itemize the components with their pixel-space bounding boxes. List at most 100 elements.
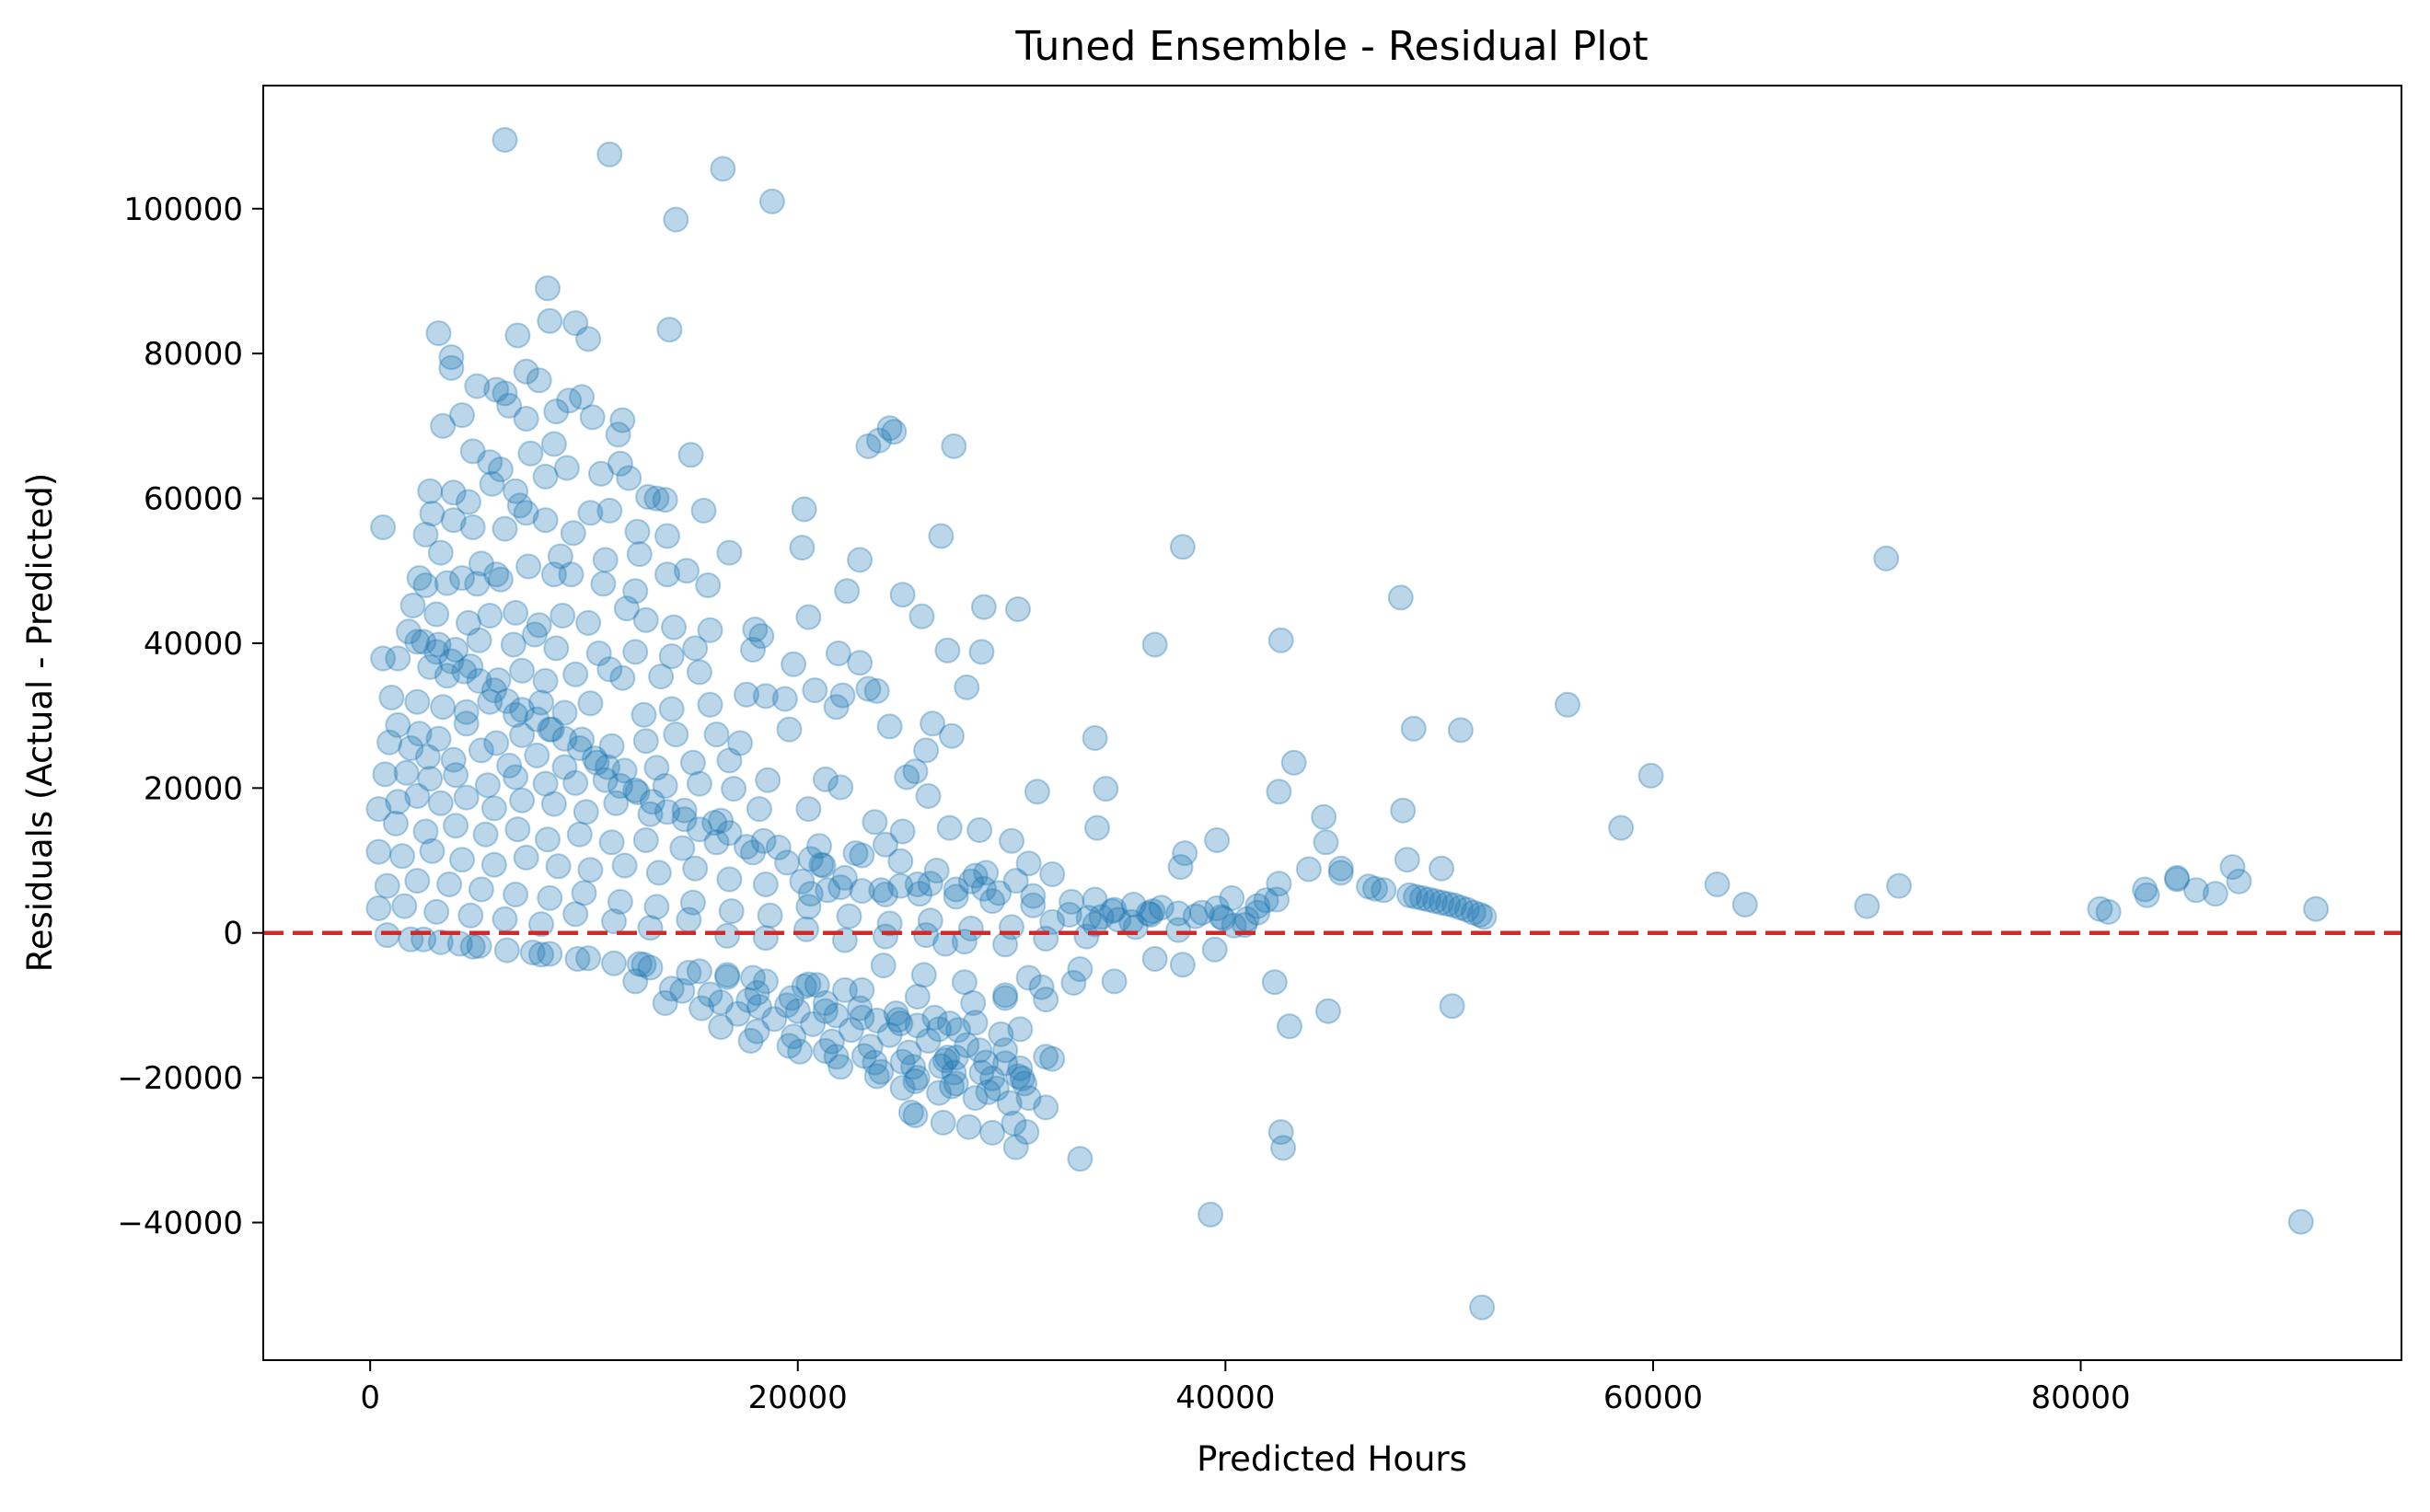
- scatter-point: [2134, 882, 2160, 908]
- x-tick-label: 40000: [1175, 1379, 1275, 1416]
- scatter-point: [456, 489, 481, 515]
- scatter-point: [776, 1033, 803, 1059]
- scatter-point: [945, 1017, 971, 1044]
- scatter-point: [1082, 886, 1108, 913]
- scatter-point: [1148, 895, 1174, 921]
- scatter-point: [806, 833, 832, 860]
- scatter-point: [1441, 892, 1467, 918]
- scatter-point: [781, 1023, 807, 1050]
- scatter-point: [479, 470, 505, 497]
- scatter-point: [1469, 1294, 1496, 1321]
- scatter-point: [631, 952, 657, 978]
- scatter-point: [695, 572, 722, 598]
- scatter-point: [569, 384, 596, 410]
- scatter-point: [926, 1016, 953, 1043]
- scatter-point: [744, 980, 770, 1006]
- scatter-point: [517, 440, 544, 467]
- scatter-point: [975, 1079, 1001, 1105]
- scatter-point: [1028, 974, 1055, 1000]
- scatter-point: [592, 767, 619, 793]
- scatter-point: [894, 764, 920, 791]
- scatter-point: [781, 651, 807, 677]
- scatter-point: [374, 922, 400, 949]
- scatter-point: [582, 745, 608, 772]
- scatter-point: [540, 561, 567, 588]
- scatter-point: [2087, 895, 2113, 922]
- scatter-point: [778, 985, 804, 1011]
- scatter-point: [414, 744, 441, 770]
- scatter-point: [793, 916, 819, 942]
- scatter-point: [566, 735, 593, 761]
- scatter-point: [847, 547, 874, 573]
- scatter-point: [466, 667, 492, 694]
- scatter-point: [671, 797, 698, 824]
- scatter-point: [1012, 1070, 1037, 1097]
- scatter-point: [453, 784, 480, 811]
- scatter-point: [427, 539, 454, 566]
- scatter-point: [966, 1037, 993, 1064]
- scatter-point: [744, 1018, 770, 1045]
- scatter-point: [417, 766, 444, 792]
- scatter-point: [881, 419, 908, 445]
- scatter-point: [825, 641, 851, 666]
- scatter-point: [1002, 868, 1029, 895]
- scatter-point: [532, 463, 559, 490]
- scatter-point: [913, 922, 940, 949]
- scatter-point: [800, 1010, 826, 1037]
- scatter-point: [674, 558, 700, 584]
- scatter-point: [658, 975, 685, 1002]
- scatter-point: [1396, 882, 1423, 908]
- scatter-point: [2219, 854, 2246, 881]
- y-axis-ticks: −40000 −20000 0 20000 40000 60000 80000 100000: [117, 191, 263, 1241]
- scatter-point: [596, 141, 623, 167]
- scatter-point: [635, 484, 662, 510]
- scatter-point: [771, 686, 798, 712]
- scatter-point: [588, 460, 614, 487]
- scatter-point: [626, 541, 653, 568]
- scatter-point: [438, 354, 465, 381]
- scatter-point: [643, 485, 670, 512]
- scatter-point: [1362, 875, 1388, 902]
- scatter-point: [1033, 987, 1059, 1013]
- scatter-point: [1165, 917, 1192, 943]
- scatter-point: [631, 701, 657, 728]
- scatter-point: [504, 816, 531, 843]
- scatter-point: [1210, 906, 1236, 931]
- scatter-point: [485, 667, 512, 694]
- scatter-point: [889, 818, 916, 845]
- scatter-point: [708, 1014, 735, 1040]
- scatter-point: [595, 754, 620, 780]
- scatter-point: [1007, 1016, 1034, 1043]
- scatter-point: [962, 862, 989, 889]
- scatter-point: [652, 990, 678, 1016]
- scatter-point: [697, 617, 723, 643]
- scatter-point: [1409, 884, 1436, 911]
- scatter-point: [883, 1000, 909, 1027]
- scatter-point: [503, 478, 529, 504]
- scatter-point: [585, 641, 612, 666]
- scatter-point: [1253, 887, 1279, 914]
- scatter-point: [385, 789, 411, 815]
- scatter-point: [547, 543, 573, 570]
- scatter-point: [849, 1004, 875, 1031]
- scatter-point: [1731, 892, 1758, 918]
- scatter-point: [1001, 1110, 1027, 1137]
- scatter-point: [810, 852, 837, 879]
- scatter-point: [889, 1075, 916, 1102]
- scatter-point: [553, 455, 580, 481]
- scatter-point: [1390, 797, 1417, 824]
- scatter-point: [596, 656, 623, 683]
- scatter-point: [598, 829, 625, 856]
- scatter-point: [391, 893, 418, 919]
- scatter-point: [607, 773, 633, 799]
- scatter-point: [663, 721, 689, 748]
- scatter-point: [904, 871, 931, 897]
- scatter-point: [992, 931, 1019, 958]
- scatter-point: [503, 599, 529, 626]
- y-tick-label: 20000: [144, 770, 243, 807]
- scatter-point: [1060, 970, 1087, 996]
- scatter-point: [1020, 883, 1047, 909]
- scatter-point: [795, 604, 822, 630]
- scatter-point: [652, 487, 678, 514]
- scatter-point: [1005, 596, 1031, 622]
